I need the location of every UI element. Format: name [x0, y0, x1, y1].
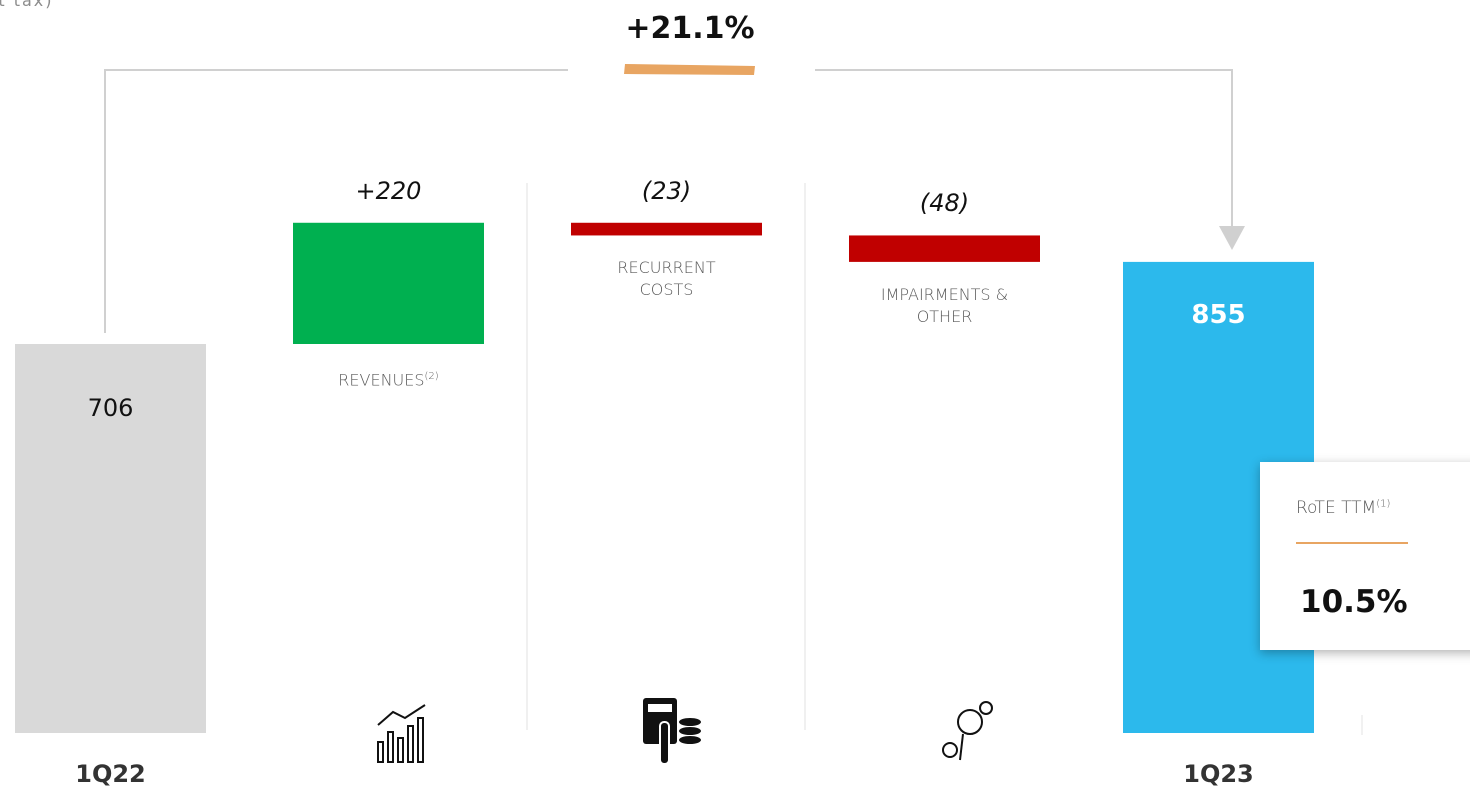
callout-rule [1296, 542, 1408, 544]
category-label: 1Q23 [1183, 760, 1254, 788]
connector [104, 69, 568, 333]
bar [571, 222, 762, 236]
category-text: RECURRENT COSTS [617, 258, 716, 300]
bar [293, 222, 484, 344]
annotation: +21.1% [625, 11, 754, 46]
callout: RoTE TTM(1) 10.5% [1260, 462, 1470, 650]
value-label: +220 [355, 176, 422, 205]
callout-label: RoTE TTM [1296, 498, 1377, 518]
bar [15, 343, 206, 733]
category-text: IMPAIRMENTS & OTHER [880, 284, 1009, 326]
icon-magnifier [942, 701, 993, 761]
icon-calculator [643, 698, 701, 765]
category-text: REVENUES [338, 370, 425, 390]
category-label: RECURRENT COSTS [592, 257, 742, 301]
underline [624, 64, 755, 75]
value-label: (48) [919, 189, 970, 218]
bar [849, 235, 1040, 262]
connector [815, 69, 1233, 228]
value-label: (23) [641, 176, 692, 205]
category-label: IMPAIRMENTS & OTHER [870, 284, 1020, 328]
callout-value: 10.5% [1300, 584, 1408, 620]
category-label: 1Q22 [75, 760, 146, 788]
subtitle: st tax) [0, 0, 53, 10]
callout-note: (1) [1376, 498, 1391, 510]
arrowhead [1219, 226, 1245, 250]
value-label: 855 [1191, 299, 1246, 330]
category-label: REVENUES(2) [314, 366, 464, 391]
value-label: 706 [87, 393, 134, 422]
icon-chart [377, 704, 426, 763]
category-note: (2) [424, 370, 439, 382]
